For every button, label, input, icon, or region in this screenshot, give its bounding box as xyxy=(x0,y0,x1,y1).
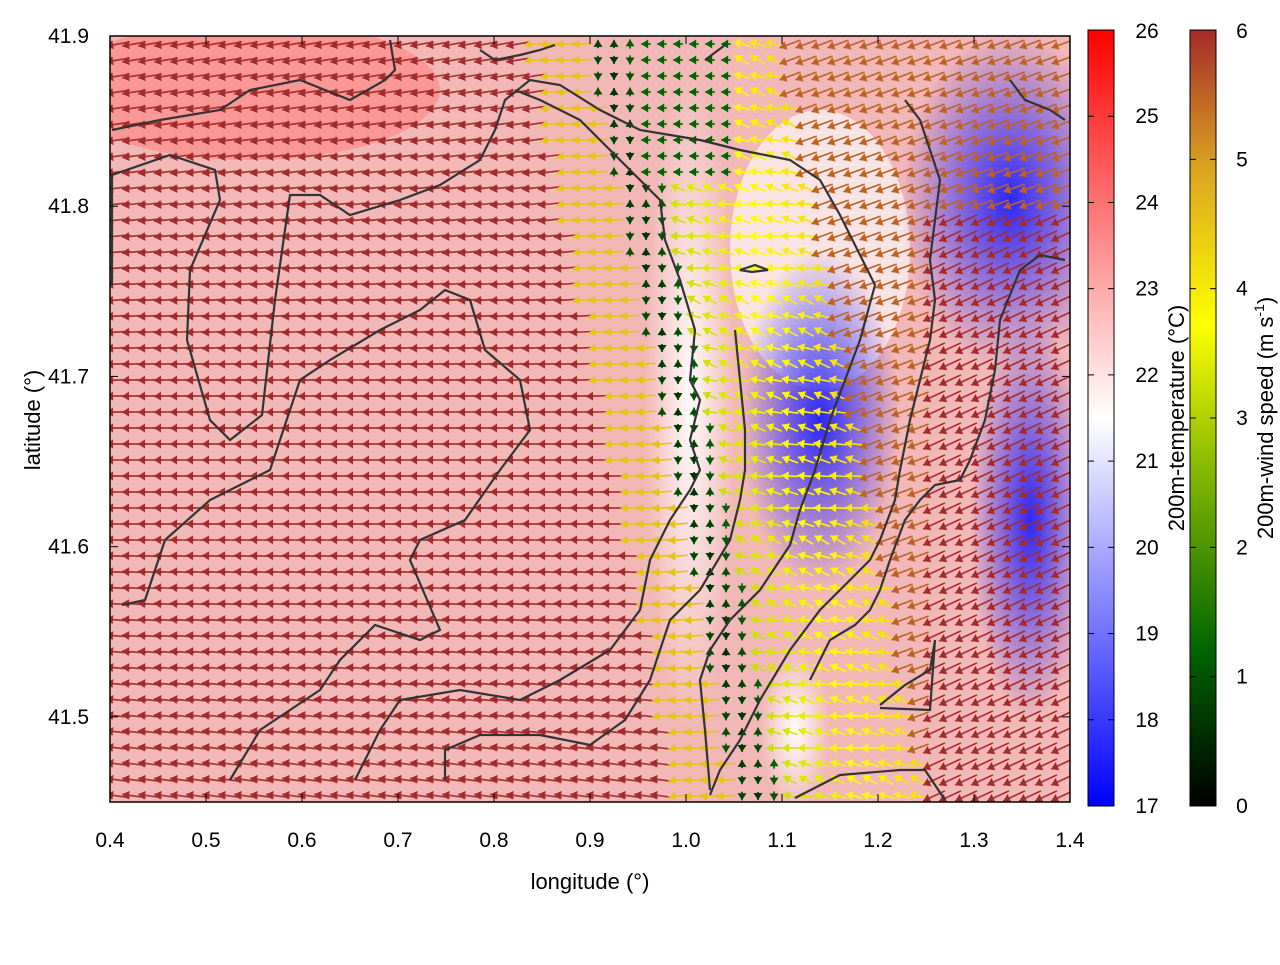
chart-svg: 0.40.50.60.70.80.91.01.11.21.31.4 41.541… xyxy=(0,0,1280,960)
chart-figure: 0.40.50.60.70.80.91.01.11.21.31.4 41.541… xyxy=(0,0,1280,960)
